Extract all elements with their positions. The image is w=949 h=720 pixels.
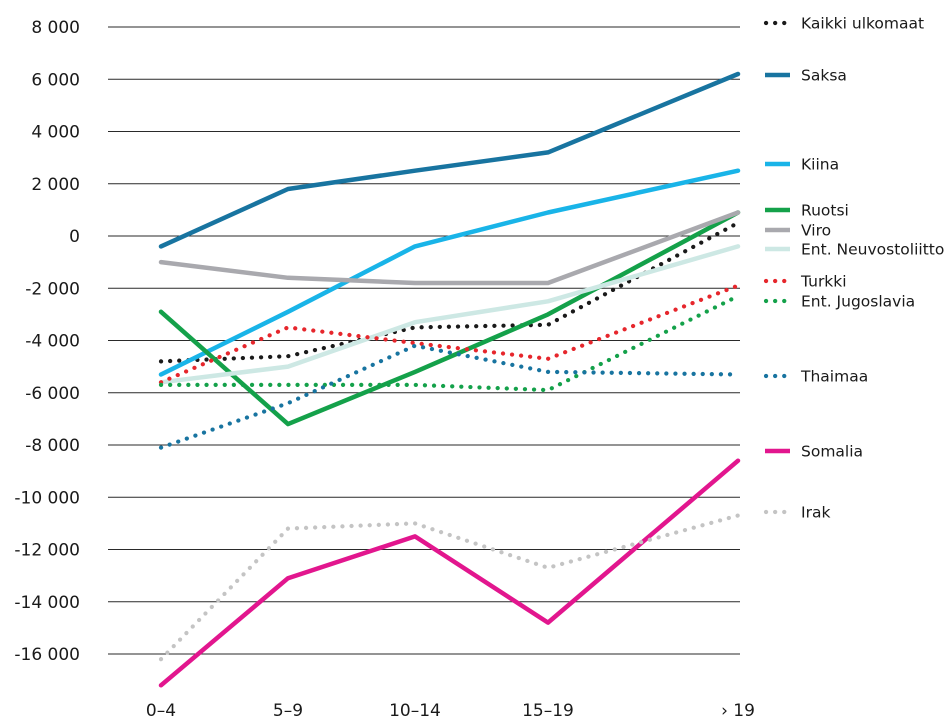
y-tick-label: -10 000 <box>14 488 80 508</box>
y-axis-tick-labels: 8 000 6 000 4 000 2 000 0 -2 000 -4 000 -6 000 -… <box>14 18 80 665</box>
y-tick-label: -2 000 <box>25 279 80 299</box>
legend-label-viro: Viro <box>801 222 831 240</box>
y-tick-label: -8 000 <box>25 436 80 456</box>
series-line-somalia <box>158 458 741 688</box>
y-tick-label: 8 000 <box>31 18 80 38</box>
legend-label-thaimaa: Thaimaa <box>800 368 868 386</box>
legend-label-irak: Irak <box>801 504 830 522</box>
y-tick-label: -16 000 <box>14 645 80 665</box>
series-line-ent-neuvostoliitto <box>158 244 741 385</box>
legend-label-turkki: Turkki <box>800 273 847 291</box>
series-line-kiina <box>158 168 741 377</box>
series-line-turkki <box>158 283 741 385</box>
legend-label-ent-jugoslavia: Ent. Jugoslavia <box>801 293 915 311</box>
y-tick-label: 0 <box>69 227 80 247</box>
y-tick-label: 2 000 <box>31 175 80 195</box>
legend: Kaikki ulkomaatSaksaKiinaRuotsiViroEnt. … <box>763 15 944 522</box>
y-tick-label: -12 000 <box>14 541 80 561</box>
y-tick-label: -4 000 <box>25 332 80 352</box>
legend-label-saksa: Saksa <box>801 67 847 85</box>
x-axis-tick-labels: 0–4 5–9 10–14 15–19 › 19 <box>146 701 755 720</box>
x-tick-label: 5–9 <box>273 701 303 720</box>
series-line-kaikki-ulkomaat <box>158 220 741 364</box>
series-line-saksa <box>158 71 741 249</box>
x-tick-label: 0–4 <box>146 701 176 720</box>
series-line-ent-jugoslavia <box>158 294 741 393</box>
legend-label-somalia: Somalia <box>801 443 863 461</box>
legend-label-ent-neuvostoliitto: Ent. Neuvostoliitto <box>801 241 944 259</box>
x-tick-label: 10–14 <box>389 701 441 720</box>
series-line-ruotsi <box>158 210 741 427</box>
y-tick-label: -14 000 <box>14 593 80 613</box>
legend-label-kiina: Kiina <box>801 156 839 174</box>
x-tick-label: 15–19 <box>522 701 574 720</box>
legend-label-ruotsi: Ruotsi <box>801 202 849 220</box>
y-tick-label: 4 000 <box>31 123 80 143</box>
x-tick-label: › 19 <box>721 701 755 720</box>
series-lines <box>158 71 741 688</box>
series-line-thaimaa <box>158 343 741 450</box>
grid-lines <box>108 26 740 655</box>
y-tick-label: -6 000 <box>25 384 80 404</box>
series-line-viro <box>158 210 741 286</box>
y-tick-label: 6 000 <box>31 70 80 90</box>
series-line-irak <box>158 513 741 662</box>
legend-label-kaikki-ulkomaat: Kaikki ulkomaat <box>801 15 924 33</box>
